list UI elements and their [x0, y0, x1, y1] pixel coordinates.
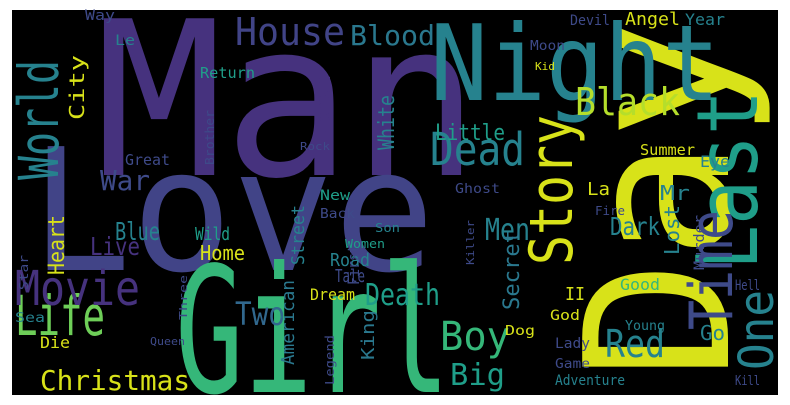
word: Brother [203, 110, 217, 165]
word: Killer [464, 220, 477, 265]
word: Black [575, 80, 680, 124]
word: Live [90, 232, 140, 261]
word: II [565, 284, 585, 305]
word: Year [685, 10, 725, 29]
word: Sea [15, 311, 45, 326]
word: Young [625, 319, 665, 334]
word: Women [345, 237, 385, 251]
word: Good [620, 275, 660, 294]
word: Adventure [555, 373, 625, 389]
word: Day [543, 20, 776, 380]
word: Way [85, 8, 115, 24]
word: Dark [610, 212, 660, 241]
word: Devil [570, 13, 610, 29]
word: King [358, 310, 379, 360]
word: Big [450, 358, 505, 393]
word: Moon [530, 39, 565, 54]
background [12, 10, 778, 395]
word: Blue [115, 217, 160, 246]
word: God [550, 308, 580, 324]
word: Death [365, 278, 440, 313]
word: White [375, 95, 400, 150]
word: War [100, 164, 150, 197]
word: Night [430, 3, 720, 125]
word: Movie [15, 261, 140, 317]
word: Wild [195, 224, 230, 245]
word: Heart [45, 215, 70, 275]
word: Road [330, 250, 370, 271]
word: Two [235, 295, 285, 333]
word: Die [40, 333, 70, 352]
word: Street [288, 205, 309, 265]
word: House [235, 10, 345, 54]
word: Game [555, 357, 590, 372]
word: Legend [323, 335, 337, 385]
word: Three [177, 275, 190, 320]
word: Woman [311, 75, 335, 135]
word: Boy [440, 314, 510, 360]
word: Dog [505, 324, 535, 339]
word: Lady [555, 336, 590, 352]
word: Love [30, 113, 435, 311]
word: Man [95, 0, 480, 226]
word: Story [517, 115, 587, 265]
word: Last [679, 90, 778, 270]
word: Kill [735, 374, 760, 389]
word: Fire [595, 204, 625, 218]
word: Murder [692, 215, 708, 270]
word: One [729, 290, 785, 370]
word: Son [375, 221, 400, 235]
word: Lost [660, 205, 684, 255]
word: World [7, 60, 71, 180]
word: Tale [335, 266, 365, 287]
word: Summer [640, 141, 695, 159]
word: City [65, 55, 89, 120]
word: Rock [300, 140, 330, 153]
word: Dream [310, 285, 355, 304]
word: Time [677, 210, 747, 330]
word: Angel [625, 9, 680, 30]
word: Back [320, 207, 355, 222]
word: Return [200, 64, 255, 82]
word: Secret [500, 230, 525, 310]
word: Girl [175, 231, 450, 405]
word: Kid [535, 60, 555, 73]
word: American [278, 280, 299, 365]
word: Little [435, 121, 505, 146]
word: Star [17, 255, 31, 290]
word: New [320, 188, 351, 204]
word: Red [605, 322, 665, 366]
word: Go [700, 321, 725, 345]
word: Home [200, 241, 245, 265]
word: Dead [430, 123, 525, 176]
word: Men [485, 213, 530, 248]
word: Great [125, 151, 170, 169]
word: La [587, 179, 610, 200]
word: Queen [150, 335, 185, 348]
word: First [344, 245, 363, 285]
word: Christmas [40, 364, 190, 397]
word: Hell [735, 278, 760, 294]
word: Ghost [455, 182, 500, 197]
word: Life [15, 284, 105, 348]
word: Eye [700, 152, 730, 171]
word: Blood [350, 19, 435, 52]
word: Le [115, 33, 135, 49]
word: Mr [660, 181, 690, 205]
